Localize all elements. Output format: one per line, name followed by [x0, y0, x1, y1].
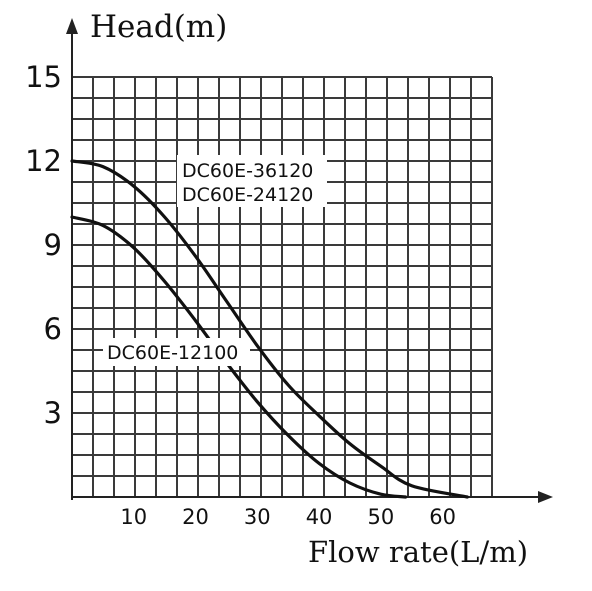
series-line-0 [70, 159, 469, 499]
y-axis-title: Head(m) [90, 9, 227, 45]
y-tick-label: 9 [44, 228, 62, 262]
y-axis-arrow [66, 18, 78, 34]
curves [70, 159, 469, 499]
y-tick-label: 3 [44, 396, 62, 430]
series-label-24120: DC60E-24120 [182, 184, 313, 206]
x-tick-label: 50 [367, 505, 394, 529]
x-tick-label: 10 [120, 505, 147, 529]
y-tick-label: 12 [25, 144, 62, 178]
label-box-lower [103, 338, 250, 366]
series-line-1 [70, 215, 408, 499]
grid-lines [71, 76, 493, 498]
x-tick-label: 30 [244, 505, 271, 529]
x-axis-arrow [538, 491, 553, 503]
curve-labels: DC60E-36120 DC60E-24120 DC60E-12100 [103, 155, 327, 366]
axes [66, 18, 553, 503]
series-label-36120: DC60E-36120 [182, 160, 313, 182]
series-label-12100: DC60E-12100 [107, 342, 238, 364]
x-tick-label: 60 [429, 505, 456, 529]
x-tick-label: 40 [306, 505, 333, 529]
label-box-upper [177, 155, 327, 207]
y-tick-label: 6 [44, 312, 62, 346]
y-tick-label: 15 [25, 60, 62, 94]
x-tick-label: 20 [182, 505, 209, 529]
tick-labels: 10 20 30 40 50 60 3 6 9 12 15 [25, 60, 456, 529]
x-axis-title: Flow rate(L/m) [308, 535, 528, 569]
